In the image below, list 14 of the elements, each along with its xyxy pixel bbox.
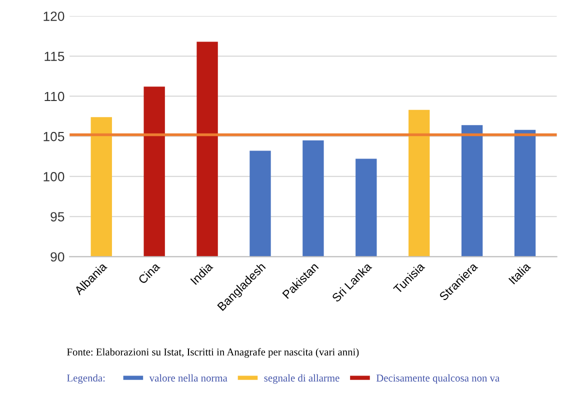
legend-label: Decisamente qualcosa non va — [376, 374, 500, 384]
legend-label: segnale di allarme — [264, 374, 340, 384]
y-tick-label: 90 — [50, 252, 64, 262]
x-tick-label: Italia — [508, 262, 532, 284]
y-tick-label: 115 — [44, 52, 64, 62]
legend-title: Legenda: — [67, 374, 105, 384]
y-tick-label: 95 — [50, 212, 64, 222]
y-tick-label: 120 — [44, 12, 64, 21]
y-tick-label: 105 — [44, 132, 64, 142]
y-tick-label: 100 — [44, 172, 64, 182]
source-note: Fonte: Elaborazioni su Istat, Iscritti in Anagrafe per nascita (vari anni) — [67, 348, 359, 358]
y-tick-label: 110 — [44, 92, 64, 102]
legend-label: valore nella norma — [149, 374, 228, 382]
x-tick-label: Cina — [138, 262, 160, 284]
